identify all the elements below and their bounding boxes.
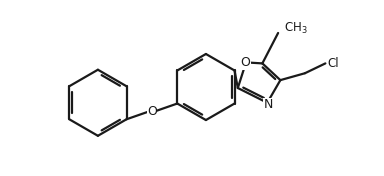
Text: CH$_3$: CH$_3$ <box>284 21 308 36</box>
Text: Cl: Cl <box>328 57 339 70</box>
Text: O: O <box>147 105 157 118</box>
Text: N: N <box>263 98 273 111</box>
Text: O: O <box>240 56 250 69</box>
